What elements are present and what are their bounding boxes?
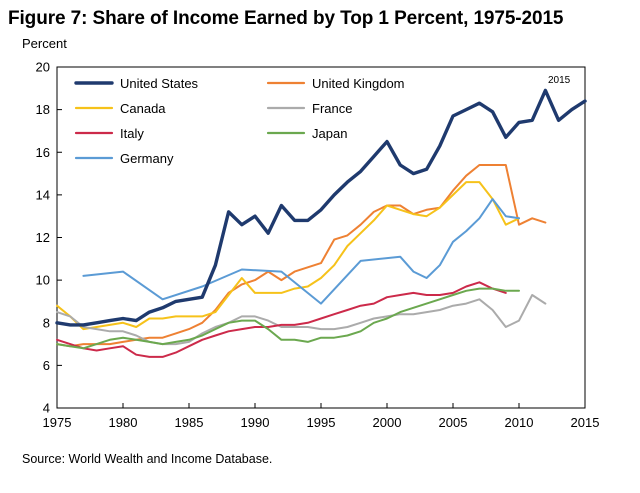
y-tick-label: 20 <box>36 60 50 75</box>
y-tick-label: 10 <box>36 273 50 288</box>
series-line-japan <box>56 287 520 350</box>
x-tick-label: 1985 <box>175 415 204 430</box>
y-tick-label: 14 <box>36 187 50 202</box>
axis-ticks: 1975 1980 1985 1990 1995 2000 2005 2010 20154681… <box>36 60 600 431</box>
series-line-united-states <box>55 88 587 327</box>
y-axis-label: Percent <box>22 36 67 51</box>
x-tick-label: 2015 <box>571 415 600 430</box>
y-tick-label: 18 <box>36 102 50 117</box>
source-note: Source: World Wealth and Income Database… <box>22 452 273 466</box>
series-line-canada <box>56 181 520 331</box>
x-tick-label: 1995 <box>307 415 336 430</box>
series-line-italy <box>56 281 507 358</box>
plot-frame <box>56 66 586 409</box>
y-tick-label: 4 <box>43 401 50 416</box>
legend-label-united-kingdom: United Kingdom <box>312 76 405 91</box>
y-tick-label: 12 <box>36 230 50 245</box>
chart-title: Figure 7: Share of Income Earned by Top … <box>8 8 564 29</box>
legend-label-germany: Germany <box>120 151 174 166</box>
y-tick-label: 8 <box>43 315 50 330</box>
x-tick-label: 2005 <box>439 415 468 430</box>
legend-label-canada: Canada <box>120 101 166 116</box>
series-line-france <box>56 294 547 346</box>
x-tick-label: 1975 <box>43 415 72 430</box>
x-tick-label: 2000 <box>373 415 402 430</box>
x-tick-label: 2010 <box>505 415 534 430</box>
year-annotation: 2015 <box>548 75 571 86</box>
y-tick-label: 6 <box>43 358 50 373</box>
x-tick-label: 1990 <box>241 415 270 430</box>
legend: United States United Kingdom Canada France I… <box>74 76 405 166</box>
series-line-germany <box>82 198 520 305</box>
y-tick-label: 16 <box>36 145 50 160</box>
legend-label-united-states: United States <box>120 76 199 91</box>
legend-label-france: France <box>312 101 352 116</box>
legend-label-japan: Japan <box>312 126 347 141</box>
legend-label-italy: Italy <box>120 126 144 141</box>
series-lines <box>55 88 587 358</box>
x-tick-label: 1980 <box>109 415 138 430</box>
